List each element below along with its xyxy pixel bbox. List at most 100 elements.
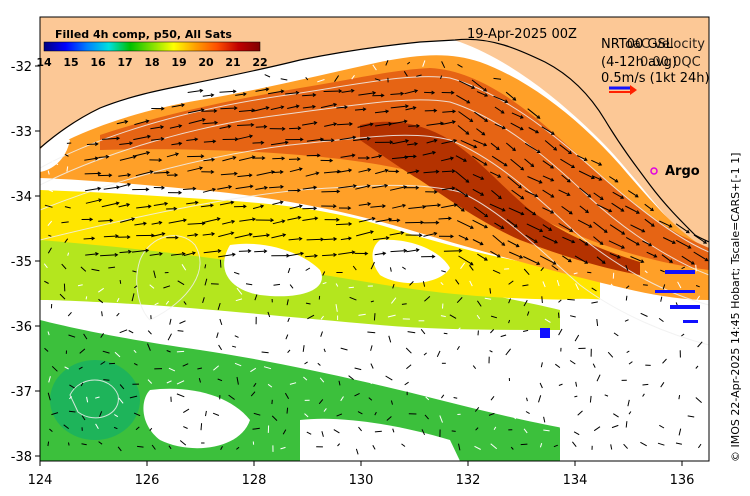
velocity-arrow <box>456 297 463 304</box>
velocity-arrow-head <box>585 209 589 214</box>
x-tick-label: 132 <box>456 473 481 488</box>
velocity-arrow-head <box>371 216 376 221</box>
velocity-arrow <box>83 237 95 240</box>
velocity-arrow-head <box>498 195 502 200</box>
velocity-arrow-head <box>703 240 708 244</box>
velocity-arrow-head <box>210 203 214 208</box>
velocity-arrow-head <box>247 249 252 254</box>
velocity-arrow-head <box>230 231 235 236</box>
velocity-arrow <box>48 234 52 237</box>
velocity-arrow <box>426 139 437 144</box>
velocity-arrow-head <box>534 193 539 198</box>
velocity-arrow <box>596 374 601 382</box>
velocity-arrow <box>658 317 664 323</box>
velocity-arrow <box>272 201 283 205</box>
velocity-arrow <box>251 107 269 113</box>
velocity-arrow-head <box>132 155 137 159</box>
velocity-arrow <box>678 428 682 436</box>
velocity-arrow <box>678 395 681 400</box>
velocity-arrow <box>488 412 495 416</box>
plot-frame <box>39 16 710 462</box>
velocity-arrow-head <box>567 258 572 263</box>
velocity-arrow <box>436 350 441 358</box>
velocity-arrow <box>389 267 392 272</box>
velocity-arrow <box>657 334 662 341</box>
velocity-arrow <box>561 205 573 215</box>
velocity-arrow <box>644 203 654 211</box>
velocity-arrow <box>559 425 562 429</box>
velocity-arrow <box>625 285 630 289</box>
velocity-arrow <box>558 189 570 196</box>
velocity-arrow-head <box>351 153 356 158</box>
velocity-arrow <box>183 301 187 305</box>
velocity-arrow <box>149 427 153 432</box>
velocity-arrow <box>61 263 67 270</box>
velocity-arrow-head <box>347 206 352 211</box>
velocity-arrow-head <box>448 216 452 221</box>
velocity-arrow-head <box>284 140 289 145</box>
velocity-arrow <box>593 192 604 200</box>
velocity-arrow <box>304 413 309 418</box>
velocity-arrow-head <box>450 234 454 239</box>
velocity-arrow-head <box>483 257 488 261</box>
velocity-arrow <box>187 167 203 172</box>
velocity-arrow <box>611 424 619 429</box>
velocity-arrow <box>389 186 407 191</box>
velocity-arrow <box>323 90 342 92</box>
velocity-arrow-head <box>440 121 444 126</box>
velocity-arrow <box>368 397 373 401</box>
velocity-arrow <box>493 95 508 103</box>
velocity-arrow-head <box>650 207 654 212</box>
velocity-arrow-head <box>415 248 420 253</box>
velocity-arrow-head <box>435 169 440 174</box>
velocity-arrow-head <box>212 187 217 192</box>
velocity-arrow <box>644 218 655 227</box>
velocity-arrow-head <box>298 204 303 209</box>
velocity-arrow <box>238 109 255 112</box>
velocity-arrow <box>269 186 284 189</box>
velocity-arrow <box>455 327 461 333</box>
velocity-arrow-head <box>497 174 502 178</box>
velocity-arrow <box>337 443 341 447</box>
velocity-arrow <box>234 335 239 338</box>
velocity-arrow <box>220 173 237 176</box>
velocity-arrow <box>422 281 426 287</box>
velocity-arrow <box>267 383 273 388</box>
velocity-arrow <box>574 255 588 264</box>
overlay-b-line2: 0.00 0QC <box>640 55 701 70</box>
velocity-arrow <box>44 280 49 284</box>
velocity-arrow <box>510 122 524 131</box>
velocity-arrow <box>166 153 179 158</box>
velocity-arrow-head <box>348 222 353 226</box>
velocity-arrow <box>263 366 272 370</box>
velocity-arrow <box>441 187 455 191</box>
velocity-arrow <box>385 375 393 381</box>
argo-marker-icon[interactable] <box>650 167 658 175</box>
velocity-arrow <box>103 379 110 381</box>
velocity-arrow-head <box>501 242 506 246</box>
velocity-arrow-head <box>620 208 625 212</box>
velocity-arrow <box>476 314 481 320</box>
velocity-arrow-head <box>418 233 423 238</box>
velocity-arrow <box>623 443 628 449</box>
velocity-arrow-head <box>520 211 525 216</box>
overlay-b-line1: oaC velocity <box>625 37 705 52</box>
velocity-arrow <box>660 269 665 273</box>
velocity-arrow <box>252 142 264 144</box>
y-tick-label: -36 <box>11 320 32 335</box>
velocity-arrow-head <box>396 218 401 223</box>
velocity-arrow <box>118 203 130 208</box>
velocity-arrow <box>421 429 426 436</box>
velocity-arrow <box>187 109 204 114</box>
velocity-arrow-head <box>333 122 338 127</box>
velocity-arrow <box>203 250 221 254</box>
velocity-arrow <box>100 333 105 338</box>
velocity-arrow <box>627 331 634 335</box>
velocity-arrow <box>472 365 477 370</box>
velocity-arrow <box>336 123 353 126</box>
velocity-arrow <box>474 406 480 412</box>
colorbar-tick-label: 14 <box>36 56 52 69</box>
velocity-arrow <box>526 223 543 232</box>
velocity-arrow <box>640 312 648 317</box>
